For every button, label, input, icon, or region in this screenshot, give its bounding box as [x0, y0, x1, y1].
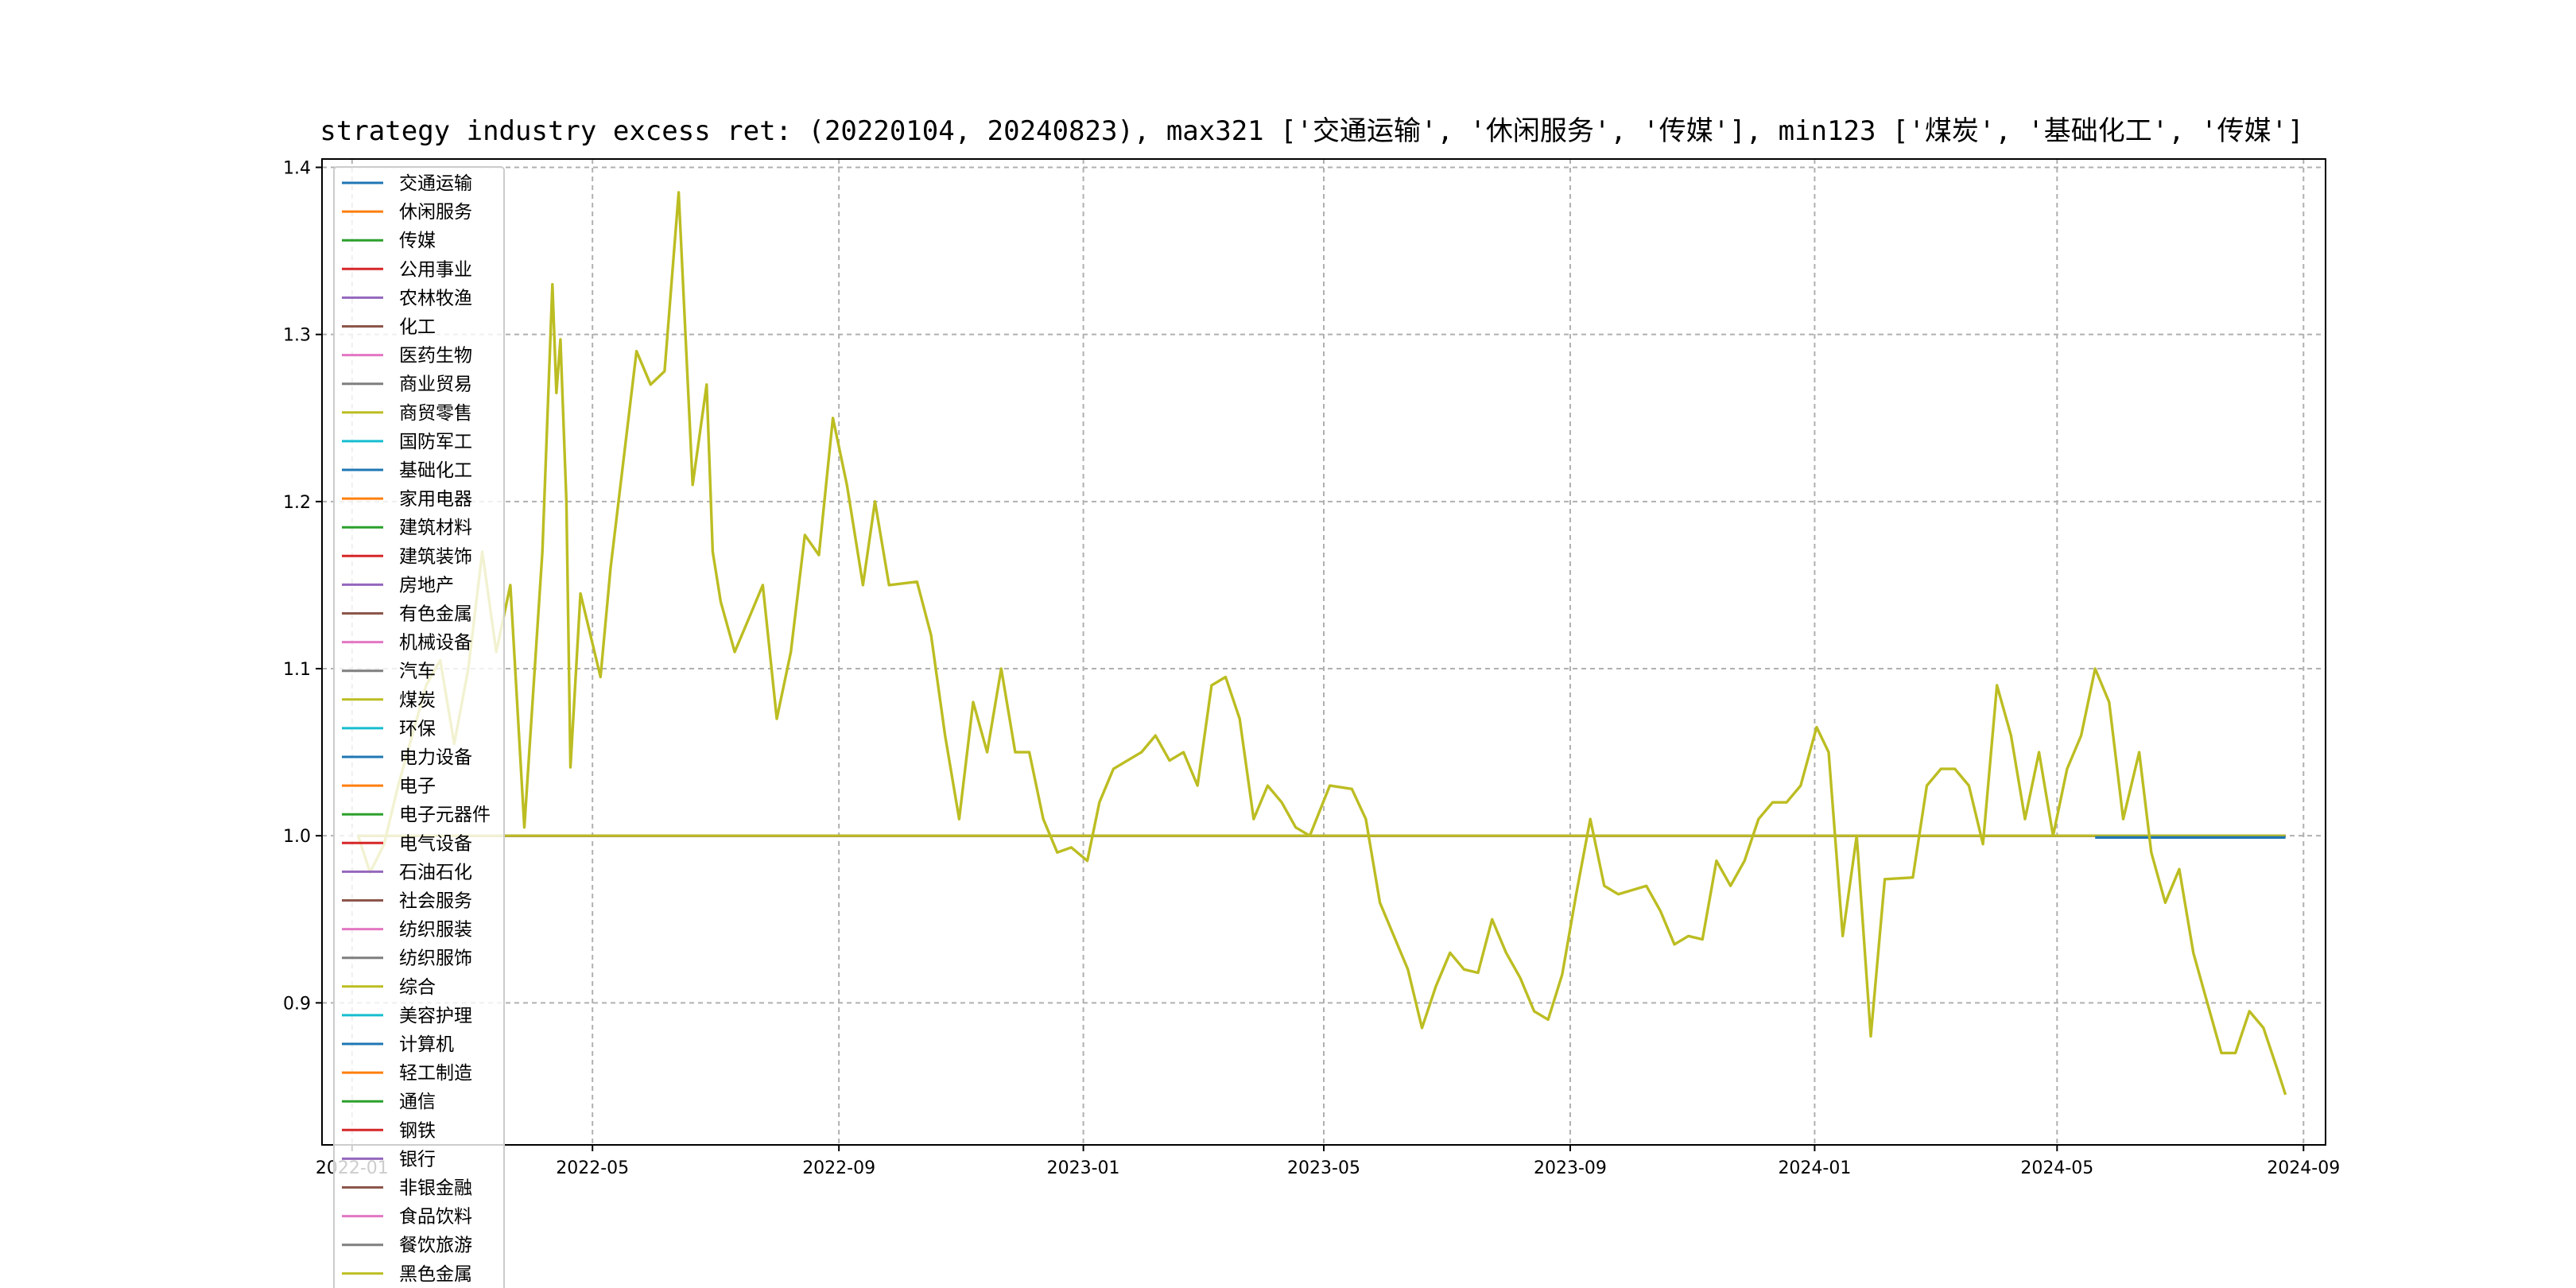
x-tick-label: 2023-05 [1287, 1158, 1360, 1178]
legend-label: 社会服务 [399, 891, 472, 912]
legend-label: 综合 [399, 977, 436, 998]
y-axis: 0.9 1.0 1.1 1.2 1.3 1.4 [283, 159, 322, 1014]
y-tick-label: 0.9 [283, 994, 311, 1014]
legend-label: 黑色金属 [399, 1264, 472, 1285]
legend-label: 商贸零售 [399, 403, 472, 424]
legend-label: 农林牧渔 [399, 288, 472, 308]
y-tick-label: 1.1 [283, 660, 311, 680]
legend-label: 电力设备 [399, 747, 472, 768]
legend-label: 公用事业 [399, 259, 472, 280]
legend-label: 银行 [399, 1149, 436, 1170]
legend-label: 国防军工 [399, 432, 472, 452]
x-tick-label: 2022-05 [556, 1158, 629, 1178]
x-tick-label: 2023-09 [1534, 1158, 1607, 1178]
legend-label: 有色金属 [399, 604, 472, 625]
legend-box [333, 166, 505, 1288]
legend-label: 轻工制造 [399, 1063, 472, 1084]
legend-label: 计算机 [399, 1034, 454, 1055]
legend-label: 环保 [399, 719, 436, 739]
legend-label: 医药生物 [399, 346, 472, 367]
y-tick-label: 1.4 [283, 159, 311, 179]
legend-label: 汽车 [399, 661, 436, 682]
legend-label: 休闲服务 [399, 202, 472, 223]
legend-label: 煤炭 [399, 690, 436, 711]
x-tick-label: 2022-09 [802, 1158, 875, 1178]
x-tick-label: 2024-01 [1778, 1158, 1851, 1178]
legend-label: 电子 [399, 776, 436, 797]
legend-label: 纺织服饰 [399, 949, 472, 969]
legend-label: 美容护理 [399, 1006, 472, 1026]
x-tick-label: 2024-05 [2020, 1158, 2093, 1178]
legend-label: 食品饮料 [399, 1207, 472, 1228]
data-series [356, 191, 2287, 1096]
legend-label: 交通运输 [399, 173, 472, 194]
legend-label: 传媒 [399, 231, 436, 251]
x-tick-label: 2024-09 [2267, 1158, 2340, 1178]
y-tick-label: 1.2 [283, 493, 311, 513]
series-line [356, 191, 2287, 1096]
legend-label: 建筑材料 [399, 518, 472, 538]
legend-label: 机械设备 [399, 633, 472, 654]
legend-label: 房地产 [399, 575, 454, 596]
legend-label: 基础化工 [399, 460, 472, 481]
legend-label: 非银金融 [399, 1178, 472, 1199]
legend-label: 建筑装饰 [399, 546, 472, 567]
y-tick-label: 1.0 [283, 827, 311, 847]
legend-label: 电子元器件 [399, 805, 491, 825]
x-axis: 2022-012022-052022-092023-012023-052023-… [316, 1145, 2340, 1178]
legend: 交通运输休闲服务传媒公用事业农林牧渔化工医药生物商业贸易商贸零售国防军工基础化工… [333, 166, 505, 1288]
chart-title: strategy industry excess ret: (20220104,… [320, 115, 2303, 147]
legend-label: 电气设备 [399, 833, 472, 854]
x-tick-label: 2023-01 [1047, 1158, 1120, 1178]
y-tick-label: 1.3 [283, 326, 311, 346]
legend-label: 商业贸易 [399, 374, 472, 395]
legend-label: 餐饮旅游 [399, 1236, 472, 1256]
legend-label: 家用电器 [399, 489, 472, 510]
legend-label: 钢铁 [399, 1120, 436, 1141]
legend-label: 化工 [399, 317, 436, 338]
legend-label: 纺织服装 [399, 920, 472, 941]
legend-label: 石油石化 [399, 862, 472, 883]
legend-label: 通信 [399, 1092, 436, 1112]
